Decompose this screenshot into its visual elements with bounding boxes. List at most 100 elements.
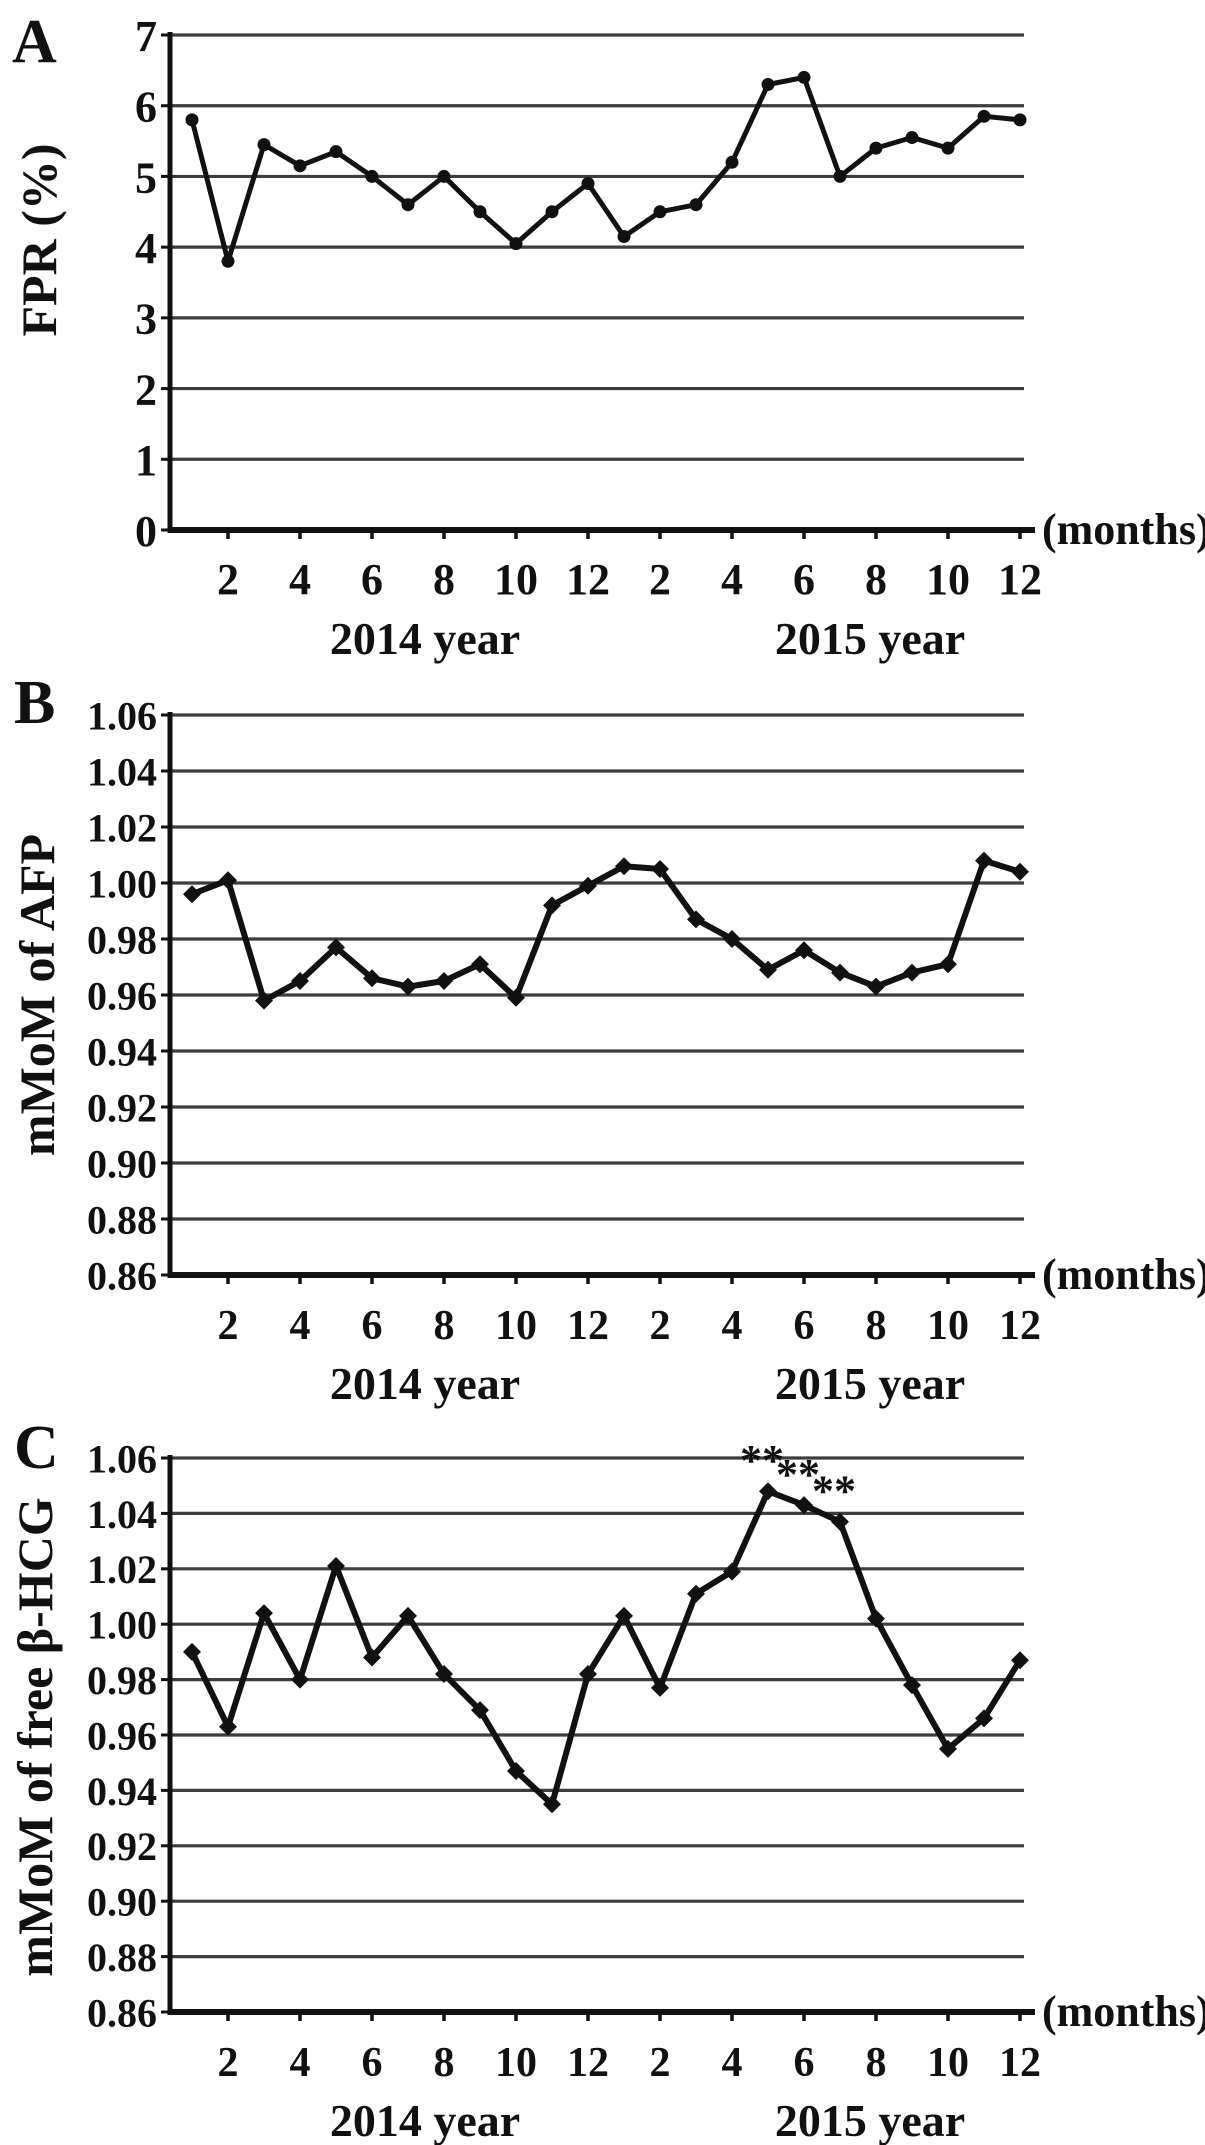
x-tick-label: 2 [218,2040,239,2086]
x-tick-label: 2 [650,1303,671,1349]
data-point-marker [471,1701,489,1720]
x-tick-label: 10 [495,1303,537,1349]
data-point-marker [579,876,597,895]
y-tick-label: 6 [135,83,157,132]
data-point-marker [617,230,631,244]
significance-annotation: ** [740,1436,784,1485]
months-axis-label: (months) [1042,505,1205,554]
data-point-marker [219,871,237,890]
data-point-marker [327,938,345,957]
y-tick-label: 1.04 [87,749,157,794]
data-point-marker [761,78,775,91]
data-point-marker [219,1717,237,1736]
data-point-marker [615,857,633,876]
data-point-marker [797,70,811,84]
data-point-marker [869,141,883,155]
data-point-marker [543,896,561,915]
data-point-marker [399,977,417,996]
x-tick-label: 8 [433,555,455,604]
significance-annotation: ** [776,1450,820,1499]
data-point-marker [1013,113,1027,127]
year-label: 2015 year [775,1358,965,1409]
x-tick-label: 10 [495,2040,537,2086]
y-tick-label: 1.06 [87,693,157,738]
data-point-marker [975,1709,993,1728]
data-point-marker [759,1482,777,1501]
data-point-marker [545,205,559,219]
x-tick-label: 12 [999,1303,1041,1349]
data-point-marker [399,1606,417,1625]
y-tick-label: 1 [135,436,157,485]
data-point-marker [437,169,451,183]
panel-C: 1.06 1.04 1.02 1.00 0.98 0.96 0.94 0.92 0.90 0.88… [7,1414,1205,2145]
data-point-marker [509,237,523,251]
data-point-marker [1011,862,1029,881]
year-label: 2014 year [330,613,520,664]
y-tick-label: 0.88 [87,1197,157,1242]
data-point-marker [293,159,307,173]
x-tick-label: 2 [650,2040,671,2086]
x-tick-label: 4 [289,555,311,604]
data-point-marker [255,991,273,1010]
data-point-marker [975,851,993,870]
x-tick-label: 10 [926,555,970,604]
x-tick-label: 4 [722,2040,743,2086]
y-tick-label: 0.92 [87,1085,157,1130]
data-point-marker [725,155,739,169]
months-axis-label: (months) [1042,1250,1205,1299]
data-point-marker [653,205,667,219]
data-point-marker [903,963,921,982]
data-point-marker [867,977,885,996]
y-tick-label: 4 [135,224,157,273]
y-tick-label: 1.02 [87,805,157,850]
y-tick-label: 1.04 [87,1492,157,1537]
y-axis-title: mMoM of free β-HCG [7,1497,63,1976]
data-point-marker [255,1604,273,1623]
panel-label: B [14,669,55,737]
data-point-marker [687,910,705,929]
x-tick-label: 6 [362,2040,383,2086]
x-tick-label: 8 [434,1303,455,1349]
x-tick-label: 8 [434,2040,455,2086]
months-axis-label: (months) [1042,1987,1205,2036]
x-tick-label: 6 [794,2040,815,2086]
x-tick-label: 4 [722,1303,743,1349]
x-tick-label: 8 [866,1303,887,1349]
data-point-marker [183,1642,201,1661]
x-tick-label: 2 [649,555,671,604]
y-axis-title: mMoM of AFP [9,834,65,1156]
y-tick-label: 0.98 [87,1658,157,1703]
data-point-marker [1011,1651,1029,1670]
panel-label: A [12,8,57,76]
data-point-marker [183,885,201,904]
data-point-marker [941,141,955,155]
series-line [189,1488,1023,1808]
data-point-marker [651,1678,669,1697]
data-point-marker [723,930,741,948]
x-tick-label: 10 [494,555,538,604]
data-point-marker [867,1609,885,1628]
data-point-marker [507,988,525,1007]
data-point-marker [581,177,595,190]
data-point-marker [507,1762,525,1781]
x-tick-label: 4 [290,1303,311,1349]
y-tick-label: 1.00 [87,861,157,906]
data-point-marker [185,113,199,127]
year-label: 2014 year [330,2095,520,2145]
data-point-marker [329,145,343,159]
data-point-marker [473,205,487,219]
y-tick-label: 0.86 [87,1990,157,2035]
data-point-marker [795,1496,813,1515]
y-tick-label: 0.96 [87,1713,157,1758]
y-tick-label: 0.86 [87,1253,157,1298]
data-point-marker [401,198,415,212]
panel-B: 1.06 1.04 1.02 1.00 0.98 0.96 0.94 0.92 0.90 0.88… [9,669,1205,1409]
x-tick-label: 8 [865,555,887,604]
y-tick-label: 0 [135,507,157,556]
data-point-marker [977,109,991,123]
x-tick-label: 4 [721,555,743,604]
x-tick-label: 12 [999,2040,1041,2086]
y-tick-label: 3 [135,295,157,344]
